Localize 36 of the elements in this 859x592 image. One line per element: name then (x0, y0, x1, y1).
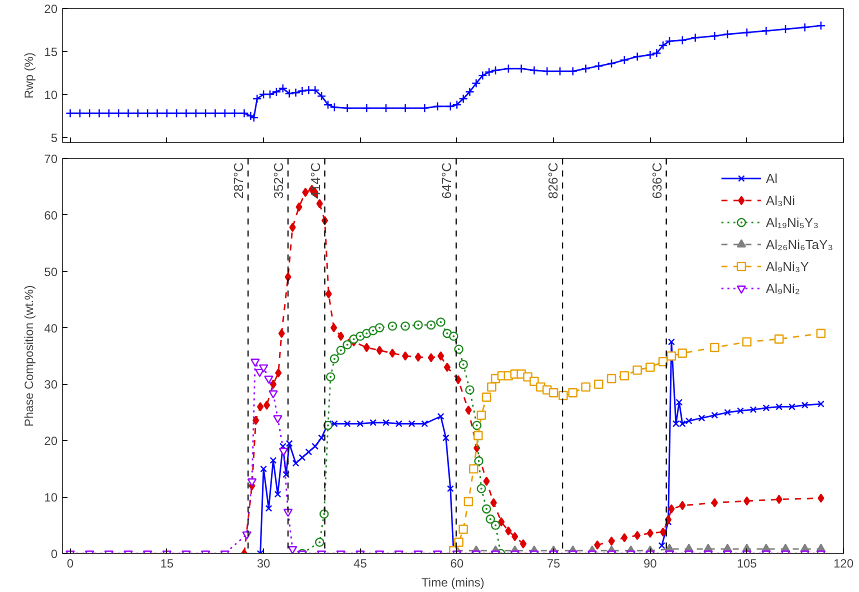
ref-line-label: 287°C (231, 162, 246, 199)
y-tick-label: 0 (50, 547, 58, 561)
ref-line-label: 647°C (439, 162, 454, 199)
x-tick-label: 30 (256, 556, 271, 570)
y-tick-label: 30 (44, 378, 58, 392)
y-tick-label: 10 (44, 490, 58, 505)
legend-label: Al₃Ni (766, 192, 796, 208)
ref-line-label: 414°C (308, 162, 323, 199)
ref-line-label: 826°C (546, 162, 561, 199)
legend-label: Al₁₉Ni₅Y₃ (766, 214, 818, 230)
y-tick-label: 15 (44, 44, 58, 59)
y-tick-label: 70 (44, 152, 58, 166)
legend-label: Al₂₆Ni₆TaY₃ (766, 236, 833, 252)
legend-label: Al₉Ni₂ (766, 280, 800, 296)
y-tick-label: 60 (44, 208, 58, 222)
y-tick-label: 20 (44, 2, 58, 16)
x-tick-label: 15 (160, 556, 174, 570)
x-tick-label: 60 (450, 556, 464, 570)
x-tick-label: 0 (66, 556, 74, 570)
y-tick-label: 10 (44, 88, 58, 102)
y-axis-title: Phase Composition (wt.%) (22, 285, 36, 427)
x-tick-label: 45 (354, 556, 368, 570)
y-tick-label: 40 (44, 321, 58, 336)
x-tick-label: 105 (736, 556, 758, 570)
y-tick-label: 20 (44, 434, 58, 448)
ref-line-label: 636°C (649, 162, 664, 199)
legend-label: Al₉Ni₃Y (766, 258, 809, 274)
legend-label: Al (766, 170, 778, 186)
x-tick-label: 90 (644, 556, 658, 570)
x-axis-title: Time (mins) (422, 576, 484, 590)
y-tick-label: 50 (44, 264, 58, 279)
y-tick-label: 5 (50, 130, 58, 145)
x-tick-label: 75 (546, 556, 561, 570)
x-tick-label: 120 (833, 556, 854, 570)
y-axis-title: Rwp (%) (22, 52, 36, 98)
ref-line-label: 352°C (271, 162, 286, 199)
